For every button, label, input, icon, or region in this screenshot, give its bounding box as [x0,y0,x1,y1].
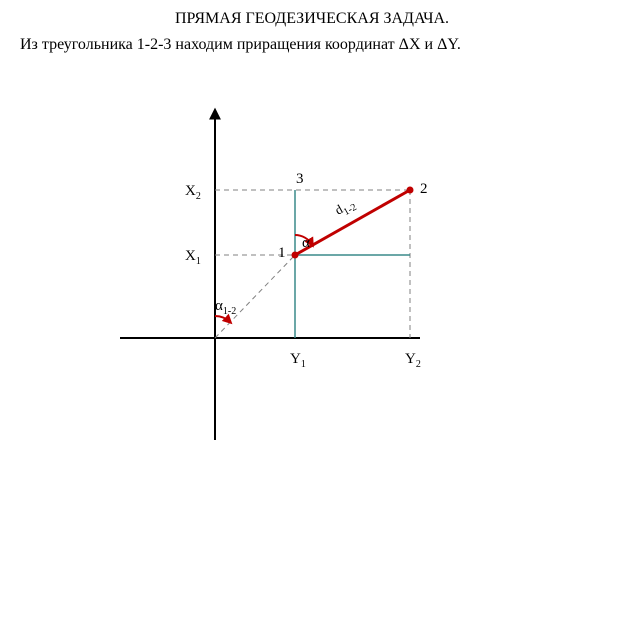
point-2 [407,187,414,194]
label-point-1: 1 [278,245,286,261]
main-line-d12 [295,190,410,255]
label-point-3: 3 [296,171,304,187]
label-point-2: 2 [420,181,428,197]
label-alpha12: α1-2 [215,298,236,317]
page-subtitle: Из треугольника 1-2-3 находим приращения… [20,36,461,54]
page-title: ПРЯМАЯ ГЕОДЕЗИЧЕСКАЯ ЗАДАЧА. [0,10,624,28]
geodesic-diagram: X2 X1 Y1 Y2 1 2 3 α α1-2 d1-2 [0,90,624,490]
label-d12: d1-2 [332,195,359,221]
label-Y1: Y1 [290,351,306,370]
dashed-line-3 [215,255,295,338]
label-Y2: Y2 [405,351,421,370]
label-X2: X2 [185,183,201,202]
label-X1: X1 [185,248,201,267]
label-alpha: α [302,235,310,251]
point-1 [292,252,299,259]
